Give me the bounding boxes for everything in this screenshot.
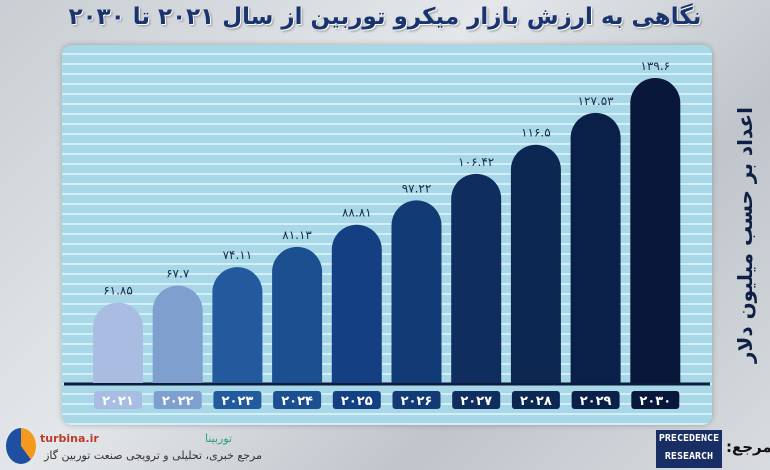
brand-name: توربینا [205,432,233,445]
bar [451,173,502,383]
value-label: ۷۴.۱۱ [223,248,253,262]
bar [93,302,143,383]
tagline: مرجع خبری، تحلیلی و ترویجی صنعت توربین گ… [44,449,262,462]
source-label: مرجع: [726,438,770,456]
value-label: ۸۱.۱۳ [282,228,312,242]
turbina-logo-icon [6,428,36,464]
year-box [332,391,381,409]
logo-line-1: PRECEDENCE [658,433,720,444]
value-label: ۸۸.۸۱ [342,206,372,220]
value-label: ۱۳۹.۶ [640,59,670,73]
year-label: ۲۰۳۰ [639,394,671,409]
value-label: ۱۱۶.۵ [521,126,551,140]
value-label: ۱۲۷.۵۳ [578,94,615,108]
bar [510,144,561,383]
year-label: ۲۰۲۷ [460,394,492,409]
year-box [153,391,202,409]
year-label: ۲۰۲۹ [580,394,612,409]
year-box [511,391,560,409]
value-label: ۶۱.۸۵ [103,284,133,298]
site-link[interactable]: turbina.ir [40,432,99,445]
y-axis-label: اعداد بر حسب میلیون دلار [733,106,757,364]
bar [570,112,621,383]
bar [391,200,442,383]
bar [272,246,323,383]
year-box [452,391,501,409]
bar [331,224,382,383]
chart-title: نگاهی به ارزش بازار میکرو توربین از سال … [68,4,702,30]
year-label: ۲۰۲۸ [520,394,552,409]
year-box [392,391,441,409]
year-box [94,391,142,409]
bar [212,267,263,383]
value-label: ۹۷.۲۲ [402,181,432,195]
year-label: ۲۰۲۵ [341,394,373,409]
value-label: ۶۷.۷ [166,267,190,281]
year-label: ۲۰۲۲ [162,394,194,409]
precedence-research-logo: PRECEDENCE RESEARCH [656,430,722,468]
year-box [571,391,620,409]
year-label: ۲۰۲۶ [401,394,433,409]
year-box [213,391,262,409]
year-label: ۲۰۲۳ [222,394,254,409]
year-label: ۲۰۲۱ [102,394,134,409]
year-box [631,391,680,409]
bar [152,285,203,383]
logo-line-2: RESEARCH [664,451,714,462]
value-label: ۱۰۶.۴۲ [458,155,494,169]
year-label: ۲۰۲۴ [281,394,313,409]
bar [630,78,681,384]
year-box [273,391,322,409]
